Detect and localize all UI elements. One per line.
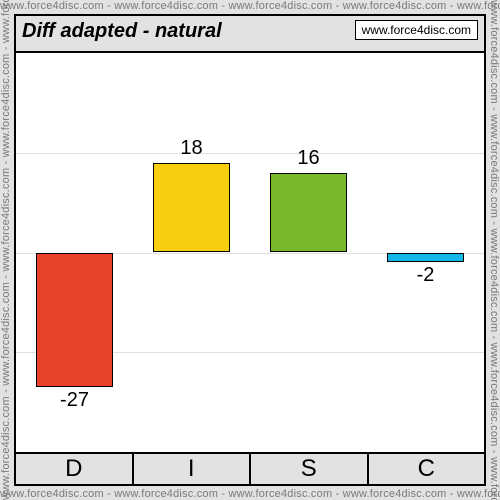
watermark-top: www.force4disc.com - www.force4disc.com … xyxy=(0,0,500,12)
bar xyxy=(153,163,229,253)
bar-value-label: -2 xyxy=(387,264,463,287)
bar-value-label: -27 xyxy=(36,389,112,412)
x-axis-label: D xyxy=(16,454,134,484)
watermark-bottom: www.force4disc.com - www.force4disc.com … xyxy=(0,488,500,500)
bar-value-label: 16 xyxy=(270,147,346,170)
bar xyxy=(387,253,463,263)
watermark-right: www.force4disc.com - www.force4disc.com … xyxy=(488,0,500,500)
brand-box: www.force4disc.com xyxy=(355,20,478,40)
chart-container: www.force4disc.com - www.force4disc.com … xyxy=(0,0,500,500)
bar xyxy=(270,173,346,253)
bar-value-label: 18 xyxy=(153,137,229,160)
x-axis-label: C xyxy=(369,454,485,484)
bar xyxy=(36,253,112,388)
title-row: Diff adapted - natural www.force4disc.co… xyxy=(16,16,484,51)
plot-area: -27 18 16 -2 xyxy=(16,51,484,452)
x-axis-label: I xyxy=(134,454,252,484)
x-axis: DISC xyxy=(16,452,484,484)
x-axis-label: S xyxy=(251,454,369,484)
gridline xyxy=(16,153,484,154)
watermark-left: www.force4disc.com - www.force4disc.com … xyxy=(0,0,12,500)
chart-title: Diff adapted - natural xyxy=(22,20,222,43)
chart-frame: Diff adapted - natural www.force4disc.co… xyxy=(14,14,486,486)
